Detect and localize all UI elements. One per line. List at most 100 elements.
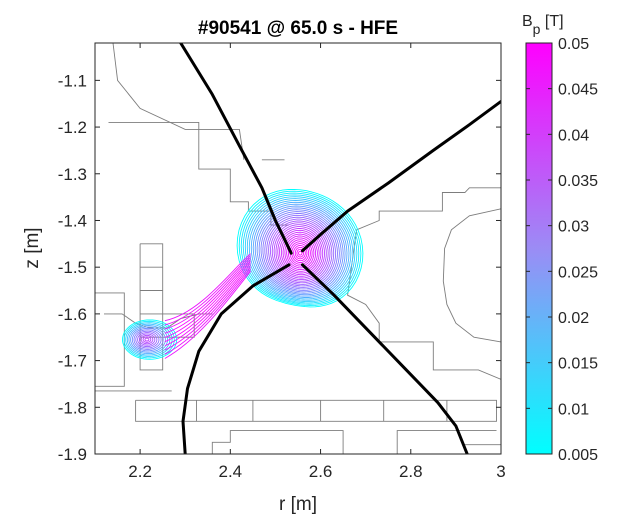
wall-outline-12 (135, 399, 497, 422)
chart-title: #90541 @ 65.0 s - HFE (198, 18, 398, 39)
y-tick-label: -1.2 (58, 118, 87, 137)
main-contour-level-6 (248, 199, 352, 300)
main-contour-level-10 (256, 207, 344, 294)
separatrix (179, 43, 501, 454)
secondary-contour-level-5 (130, 326, 166, 353)
main-contour-level-15 (266, 216, 335, 287)
secondary-contour-level-3 (126, 323, 171, 356)
secondary-contour-level-11 (140, 334, 154, 345)
main-contour-level-9 (254, 205, 346, 296)
main-contour-level-27 (287, 239, 313, 267)
separatrix-leg-2 (181, 263, 291, 454)
x-axis-label: r [m] (279, 494, 317, 515)
main-contour-level-1 (238, 190, 362, 307)
wall-outline-6 (139, 243, 164, 371)
colorbar-tick-label: 0.015 (558, 356, 598, 373)
y-axis: -1.1 -1.2 -1.3 -1.4 -1.5 -1.6 -1.7 -1.8 -1.9 (58, 71, 501, 464)
secondary-contour-level-0 (122, 319, 178, 360)
main-contour-level-30 (293, 245, 308, 262)
y-tick-label: -1.3 (58, 165, 87, 184)
y-axis-label: z [m] (22, 227, 43, 268)
secondary-contour-level-7 (133, 329, 162, 350)
plot-area (95, 43, 501, 454)
x-axis: 2.2 2.4 2.6 2.8 3 (128, 43, 506, 481)
x-tick-label: 2.8 (399, 462, 423, 481)
main-contour-level-7 (250, 201, 350, 298)
colorbar-tick-label: 0.035 (558, 173, 598, 190)
wall-outline-21 (442, 208, 501, 343)
main-contour-level-14 (264, 214, 337, 288)
secondary-contour-level-8 (135, 330, 160, 349)
main-contour-level-8 (252, 203, 348, 297)
separatrix-leg-1 (301, 99, 501, 253)
wall-outline-11 (162, 313, 195, 338)
secondary-contour-level-13 (144, 337, 150, 342)
bridge-contour-8 (164, 255, 251, 326)
colorbar-label-sub: p (533, 21, 541, 37)
main-contour-level-19 (273, 224, 327, 281)
main-contour-level-16 (268, 218, 333, 285)
y-tick-label: -1.1 (58, 71, 87, 90)
y-tick-label: -1.6 (58, 305, 87, 324)
secondary-contour-level-1 (123, 320, 175, 359)
bridge-contour-5 (164, 261, 251, 338)
secondary-contour-level-6 (131, 327, 164, 352)
colorbar-tick-label: 0.03 (558, 219, 589, 236)
separatrix-leg-0 (179, 43, 293, 255)
wall-outline-0 (95, 43, 245, 160)
separatrix-leg-3 (301, 263, 469, 454)
colorbar-ticks: 0.05 0.045 0.04 0.035 0.03 0.025 0.02 0.015 0.01… (526, 36, 598, 464)
main-contour-level-18 (271, 222, 329, 282)
main-contour-level-17 (269, 220, 331, 284)
main-contour-level-13 (262, 213, 338, 290)
bridge-contour-0 (164, 271, 251, 359)
secondary-contour-level-2 (125, 322, 173, 357)
bridge-contour-2 (164, 267, 251, 351)
wall-outline-18 (211, 430, 344, 454)
secondary-contour-level-12 (142, 336, 152, 343)
wall-outline-19 (396, 430, 497, 454)
colorbar-tick-label: 0.01 (558, 401, 589, 418)
bridge-contour-3 (164, 265, 251, 347)
main-contour-level-5 (246, 198, 354, 301)
secondary-contour-level-4 (128, 325, 169, 355)
x-tick-label: 2.4 (219, 462, 243, 481)
colorbar-tick-label: 0.04 (558, 127, 589, 144)
main-contour-level-33 (298, 250, 303, 256)
main-contour-level-26 (286, 237, 315, 269)
secondary-contour-level-10 (138, 333, 156, 346)
secondary-contour-level-9 (137, 332, 158, 348)
y-tick-label: -1.8 (58, 398, 87, 417)
main-contour-level-4 (244, 196, 356, 303)
colorbar-tick-label: 0.05 (558, 36, 589, 53)
main-contour-level-12 (260, 211, 340, 291)
bridge-contour-7 (164, 257, 251, 330)
colorbar-tick-label: 0.045 (558, 82, 598, 99)
x-tick-label: 3 (496, 462, 505, 481)
main-contour-level-20 (275, 226, 325, 279)
colorbar-label-main: B (522, 13, 533, 30)
main-contour-level-3 (242, 194, 358, 304)
y-tick-label: -1.7 (58, 352, 87, 371)
y-tick-label: -1.9 (58, 445, 87, 464)
colorbar-tick-label: 0.025 (558, 264, 598, 281)
bridge-contour-6 (164, 259, 251, 334)
main-contour-level-0 (236, 188, 364, 308)
colorbar-tick-label: 0.005 (558, 447, 598, 464)
colorbar-gradient (525, 42, 553, 455)
x-tick-label: 2.6 (309, 462, 333, 481)
bridge-contour-9 (164, 253, 251, 322)
colorbar-tick-label: 0.02 (558, 310, 589, 327)
main-contour-level-2 (240, 192, 360, 305)
plot-frame (94, 42, 502, 455)
y-tick-label: -1.5 (58, 258, 87, 277)
main-contour-level-31 (294, 246, 306, 260)
colorbar: 0.05 0.045 0.04 0.035 0.03 0.025 0.02 0.015 0.01… (522, 13, 598, 464)
main-contour-level-11 (258, 209, 342, 293)
colorbar-label-unit: [T] (540, 13, 563, 30)
bridge-contour-4 (164, 263, 251, 343)
colorbar-label: Bp [T] (522, 13, 564, 37)
y-tick-label: -1.4 (58, 211, 87, 230)
wall-outline-2 (108, 121, 289, 226)
